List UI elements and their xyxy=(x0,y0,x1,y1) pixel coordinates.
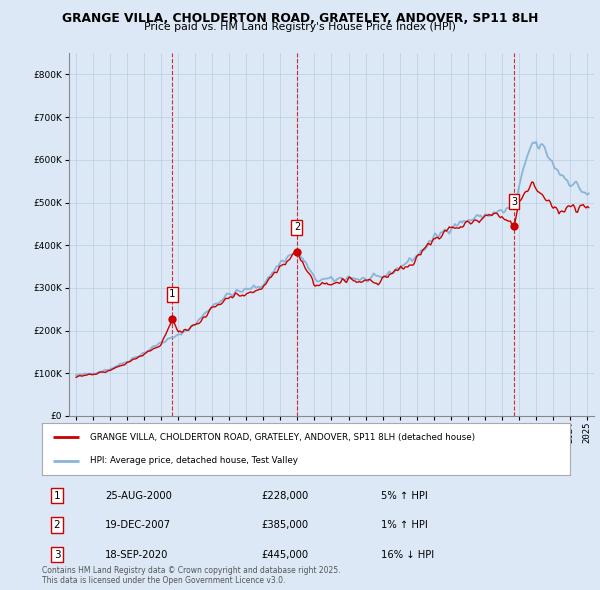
Text: 19-DEC-2007: 19-DEC-2007 xyxy=(105,520,171,530)
Text: 18-SEP-2020: 18-SEP-2020 xyxy=(105,550,169,559)
Text: 25-AUG-2000: 25-AUG-2000 xyxy=(105,491,172,500)
Text: 1% ↑ HPI: 1% ↑ HPI xyxy=(381,520,428,530)
Text: 2: 2 xyxy=(294,222,300,232)
Text: GRANGE VILLA, CHOLDERTON ROAD, GRATELEY, ANDOVER, SP11 8LH: GRANGE VILLA, CHOLDERTON ROAD, GRATELEY,… xyxy=(62,12,538,25)
Text: Price paid vs. HM Land Registry's House Price Index (HPI): Price paid vs. HM Land Registry's House … xyxy=(144,22,456,32)
Text: 1: 1 xyxy=(169,290,175,299)
Text: GRANGE VILLA, CHOLDERTON ROAD, GRATELEY, ANDOVER, SP11 8LH (detached house): GRANGE VILLA, CHOLDERTON ROAD, GRATELEY,… xyxy=(89,432,475,441)
Text: Contains HM Land Registry data © Crown copyright and database right 2025.
This d: Contains HM Land Registry data © Crown c… xyxy=(42,566,341,585)
Text: 2: 2 xyxy=(53,520,61,530)
Text: 3: 3 xyxy=(53,550,61,559)
Text: 3: 3 xyxy=(511,197,517,206)
Text: 1: 1 xyxy=(53,491,61,500)
Text: £445,000: £445,000 xyxy=(261,550,308,559)
Text: 5% ↑ HPI: 5% ↑ HPI xyxy=(381,491,428,500)
Text: £385,000: £385,000 xyxy=(261,520,308,530)
Text: £228,000: £228,000 xyxy=(261,491,308,500)
Text: HPI: Average price, detached house, Test Valley: HPI: Average price, detached house, Test… xyxy=(89,457,298,466)
Text: 16% ↓ HPI: 16% ↓ HPI xyxy=(381,550,434,559)
